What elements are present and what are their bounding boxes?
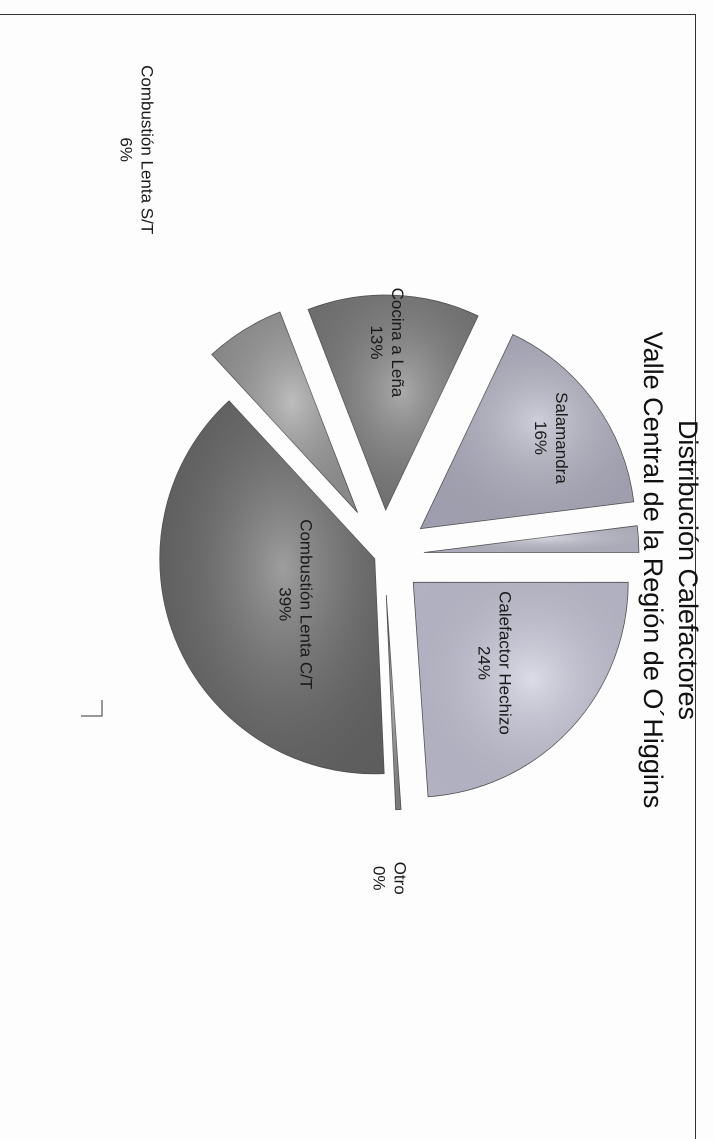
slice-label-percent: 13% bbox=[367, 325, 386, 359]
slice-label-percent: 0% bbox=[370, 866, 389, 891]
slice-label-percent: 24% bbox=[475, 646, 494, 680]
slice-label-percent: 6% bbox=[116, 137, 135, 162]
pie-slice-shading bbox=[413, 582, 629, 797]
slice-label-percent: 16% bbox=[531, 421, 550, 455]
slice-label-name: Cocina a Leña bbox=[388, 288, 407, 398]
pie-slice-shading bbox=[423, 525, 639, 553]
chart-frame bbox=[0, 14, 696, 1139]
leader-line bbox=[81, 700, 103, 717]
pie-slice-shading bbox=[420, 334, 634, 529]
slice-label-name: Combustión Lenta S/T bbox=[137, 65, 156, 234]
pie-slice-shading bbox=[211, 312, 358, 513]
rotated-chart-group: Distribución Calefactores Valle Central … bbox=[81, 65, 703, 895]
slice-label-percent: 39% bbox=[276, 587, 295, 621]
chart-title-line2: Valle Central de la Región de O´Higgins bbox=[638, 332, 668, 809]
pie-slice-shading bbox=[386, 594, 402, 810]
chart-title-line1: Distribución Calefactores bbox=[673, 420, 703, 720]
slice-label-name: Otro bbox=[391, 862, 410, 895]
slice-label-name: Salamandra bbox=[552, 392, 571, 484]
pie-slice-shading bbox=[159, 400, 385, 774]
pie-slices bbox=[159, 294, 640, 811]
slice-label-name: Calefactor Hechizo bbox=[496, 591, 515, 735]
pie-slice-shading bbox=[308, 295, 479, 511]
slice-label-name: Combustión Lenta C/T bbox=[297, 519, 316, 689]
